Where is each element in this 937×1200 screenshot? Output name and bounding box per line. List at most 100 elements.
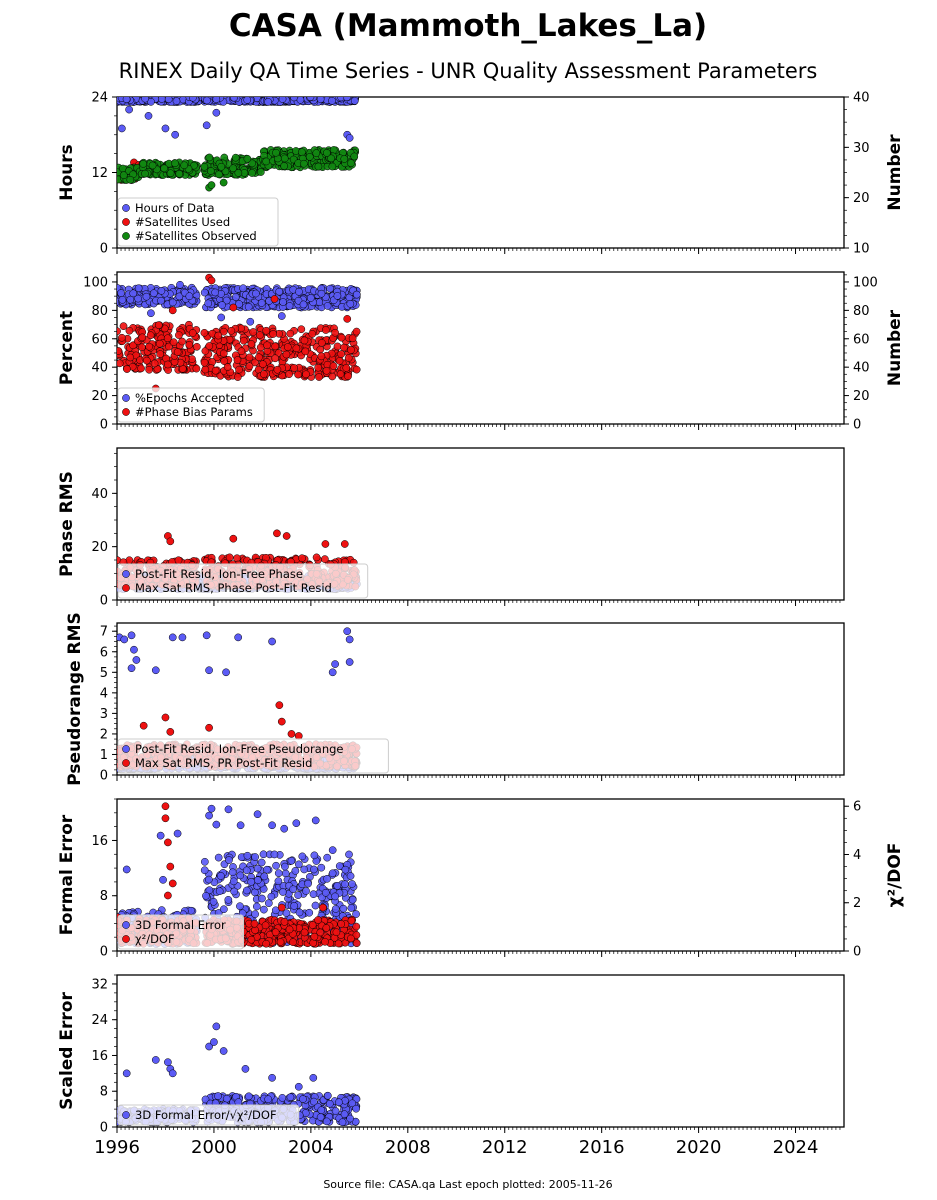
data-point (157, 286, 166, 295)
data-point (275, 287, 284, 296)
legend-entry: %Epochs Accepted (135, 391, 244, 405)
data-point (142, 292, 151, 301)
data-point (200, 328, 209, 337)
data-point (233, 356, 242, 364)
data-point (150, 359, 159, 368)
data-point-outlier (229, 303, 238, 312)
data-point (119, 322, 128, 330)
data-point (212, 97, 221, 104)
data-point (169, 338, 178, 347)
data-point-outlier (171, 130, 180, 139)
data-point (205, 153, 214, 162)
data-point (344, 354, 353, 362)
y2-tick-label: 30 (853, 141, 870, 156)
data-point (299, 300, 308, 309)
y-tick-label: 0 (100, 594, 108, 609)
data-point-outlier (321, 540, 330, 548)
data-point-outlier (147, 309, 155, 318)
data-point (157, 296, 165, 305)
data-point (229, 164, 237, 173)
data-point (323, 302, 332, 310)
data-point (173, 348, 182, 356)
data-point (243, 154, 252, 163)
legend-entry: Hours of Data (135, 201, 215, 215)
data-point-outlier (270, 295, 279, 303)
y-tick-label: 100 (83, 275, 108, 290)
data-point (329, 362, 338, 370)
y-tick-label: 7 (100, 625, 108, 640)
y-tick-label: 0 (100, 418, 108, 433)
y-tick-label: 20 (91, 389, 108, 404)
data-point (352, 365, 361, 374)
data-point-outlier (151, 666, 160, 675)
data-point (223, 363, 232, 371)
data-point (329, 146, 338, 154)
data-point (117, 359, 124, 368)
data-layer (117, 273, 361, 393)
data-point (119, 171, 128, 180)
data-point (189, 97, 197, 102)
data-point-outlier (207, 181, 216, 189)
data-point (214, 331, 223, 340)
data-point (185, 292, 194, 301)
data-point (344, 372, 352, 381)
data-point (298, 554, 306, 563)
data-point (305, 152, 314, 161)
chart-title: CASA (Mammoth_Lakes_La) (229, 8, 707, 44)
data-point (172, 97, 181, 105)
data-point (248, 169, 256, 177)
data-point (306, 97, 315, 101)
data-point-outlier (229, 534, 238, 543)
chart-subtitle: RINEX Daily QA Time Series - UNR Quality… (119, 59, 818, 83)
data-point (352, 290, 361, 299)
data-point (347, 346, 355, 354)
data-point (245, 353, 254, 362)
data-point (294, 370, 302, 379)
data-point (350, 97, 359, 105)
data-point (139, 160, 148, 168)
y-tick-label: 12 (91, 166, 108, 181)
data-point (117, 347, 123, 355)
data-point-outlier (207, 276, 216, 285)
data-point (148, 161, 157, 170)
data-point (285, 302, 294, 310)
data-point (256, 331, 264, 339)
data-point (333, 342, 342, 351)
series-blue (117, 97, 360, 142)
data-point-outlier (212, 108, 221, 117)
y-tick-label: 4 (100, 686, 108, 701)
data-point (248, 159, 256, 168)
data-layer (117, 97, 360, 192)
data-point (352, 327, 361, 336)
data-point (301, 347, 310, 356)
legend-entry: #Satellites Observed (135, 229, 257, 243)
data-point (336, 370, 345, 378)
y-tick-label: 2 (100, 727, 108, 742)
data-point-outlier (202, 631, 211, 640)
data-point (200, 358, 209, 367)
data-point (168, 298, 177, 307)
data-point (141, 169, 149, 178)
data-point (262, 326, 271, 335)
data-point-outlier (219, 178, 228, 187)
data-point (126, 295, 135, 304)
data-point (350, 152, 359, 161)
data-point (285, 370, 293, 379)
data-point (205, 342, 214, 350)
data-point (321, 326, 330, 334)
data-point-outlier (144, 112, 153, 120)
data-point (233, 554, 241, 563)
data-point (219, 349, 228, 358)
data-point (178, 337, 186, 346)
data-point (263, 341, 271, 350)
data-point (326, 284, 334, 293)
data-point (347, 159, 355, 168)
y-tick-label: 24 (91, 91, 108, 106)
legend: %Epochs Accepted#Phase Bias Params (117, 387, 265, 423)
data-point (308, 330, 317, 338)
y2-tick-label: 100 (853, 275, 878, 290)
data-point (249, 328, 258, 336)
data-point-outlier (277, 312, 286, 320)
data-point (342, 364, 351, 372)
data-point-outlier (117, 124, 126, 133)
